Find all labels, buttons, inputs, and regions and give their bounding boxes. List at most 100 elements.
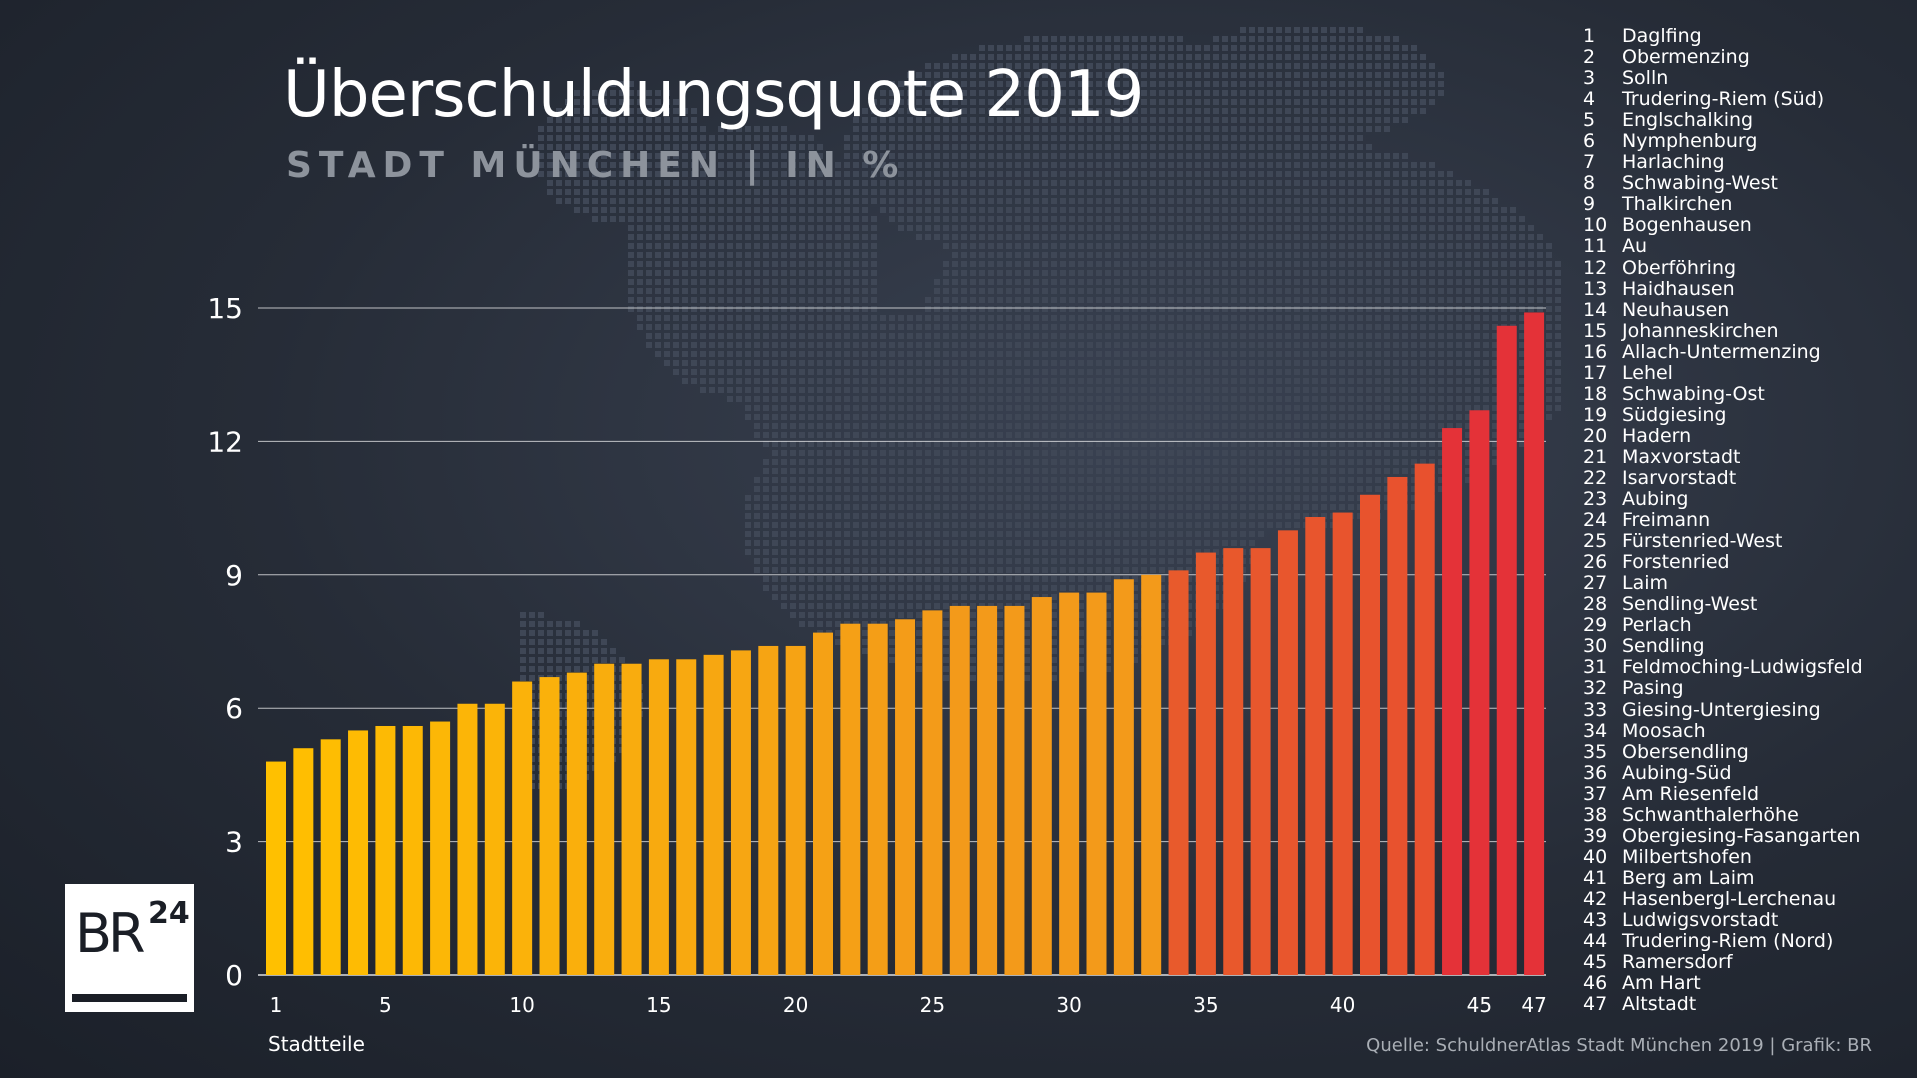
legend-label: Solln bbox=[1622, 67, 1669, 90]
legend-number: 13 bbox=[1583, 277, 1608, 300]
legend-number: 38 bbox=[1583, 803, 1608, 826]
legend-label: Ramersdorf bbox=[1622, 951, 1733, 974]
legend-number: 47 bbox=[1583, 993, 1608, 1016]
legend-label: Altstadt bbox=[1622, 993, 1697, 1016]
legend-number: 12 bbox=[1583, 256, 1608, 279]
legend-number: 40 bbox=[1583, 845, 1608, 868]
legend-label: Sendling-West bbox=[1622, 593, 1758, 616]
legend-item: 11 Au bbox=[1583, 236, 1863, 257]
legend-label: Aubing bbox=[1622, 488, 1689, 511]
legend-number: 18 bbox=[1583, 382, 1608, 405]
bar bbox=[430, 721, 451, 975]
logo-superscript: 24 bbox=[148, 896, 190, 931]
legend-label: Berg am Laim bbox=[1622, 866, 1755, 889]
legend-item: 5 Englschalking bbox=[1583, 110, 1863, 131]
legend-label: Südgiesing bbox=[1622, 403, 1727, 426]
legend-item: 28 Sendling-West bbox=[1583, 594, 1863, 615]
bar bbox=[457, 703, 478, 975]
legend-label: Freimann bbox=[1622, 509, 1711, 532]
legend-label: Harlaching bbox=[1622, 151, 1725, 174]
y-tick-label: 15 bbox=[207, 292, 243, 325]
legend-number: 25 bbox=[1583, 530, 1608, 553]
bar bbox=[1277, 530, 1298, 975]
legend-number: 24 bbox=[1583, 509, 1608, 532]
legend-number: 23 bbox=[1583, 488, 1608, 511]
legend-label: Ludwigsvorstadt bbox=[1622, 908, 1779, 931]
legend-label: Milbertshofen bbox=[1622, 845, 1752, 868]
legend-number: 19 bbox=[1583, 403, 1608, 426]
legend-number: 21 bbox=[1583, 445, 1608, 468]
legend-label: Trudering-Riem (Süd) bbox=[1622, 88, 1825, 111]
legend-label: Bogenhausen bbox=[1622, 214, 1752, 237]
bar bbox=[1031, 597, 1052, 975]
legend-number: 20 bbox=[1583, 424, 1608, 447]
legend-item: 36 Aubing-Süd bbox=[1583, 762, 1863, 784]
x-tick-label: 45 bbox=[1467, 993, 1492, 1017]
bar bbox=[320, 739, 341, 975]
legend-label: Lehel bbox=[1622, 361, 1673, 384]
legend-label: Au bbox=[1622, 235, 1648, 258]
legend-item: 19 Südgiesing bbox=[1583, 403, 1863, 426]
legend-number: 14 bbox=[1583, 298, 1608, 321]
legend-item: 1 Daglfing bbox=[1583, 25, 1863, 47]
legend-number: 43 bbox=[1583, 908, 1608, 931]
bar bbox=[1442, 428, 1463, 975]
bar bbox=[1469, 410, 1490, 976]
legend-label: Fürstenried-West bbox=[1622, 530, 1783, 553]
legend-item: 17 Lehel bbox=[1583, 361, 1863, 384]
logo-text: BR bbox=[75, 902, 146, 965]
bar bbox=[594, 663, 615, 975]
legend-label: Obermenzing bbox=[1622, 46, 1750, 69]
legend-number: 1 bbox=[1583, 25, 1596, 47]
legend-label: Johanneskirchen bbox=[1622, 319, 1779, 342]
legend-number: 27 bbox=[1583, 572, 1608, 595]
legend-label: Hasenbergl-Lerchenau bbox=[1622, 887, 1837, 910]
bar bbox=[1250, 548, 1271, 975]
bar bbox=[676, 659, 697, 975]
bar bbox=[484, 703, 505, 975]
bar bbox=[1113, 579, 1134, 975]
legend-item: 8 Schwabing-West bbox=[1583, 173, 1863, 194]
legend-item: 15 Johanneskirchen bbox=[1583, 319, 1863, 342]
legend-number: 4 bbox=[1583, 88, 1596, 111]
bar bbox=[1141, 574, 1162, 975]
bar bbox=[840, 623, 861, 975]
bar bbox=[1360, 494, 1380, 975]
legend-number: 5 bbox=[1583, 109, 1596, 132]
legend-item: 25 Fürstenried-West bbox=[1583, 531, 1863, 552]
chart-subtitle: STADT MÜNCHEN | IN % bbox=[286, 145, 906, 186]
legend-item: 6 Nymphenburg bbox=[1583, 131, 1863, 152]
legend-label: Sendling bbox=[1622, 635, 1705, 658]
bar bbox=[402, 725, 423, 975]
legend-item: 46 Am Hart bbox=[1583, 973, 1863, 994]
legend-label: Haidhausen bbox=[1622, 277, 1735, 300]
legend-number: 37 bbox=[1583, 782, 1608, 805]
bar bbox=[1332, 512, 1353, 975]
x-tick-label: 25 bbox=[920, 993, 945, 1017]
legend-number: 35 bbox=[1583, 740, 1608, 763]
legend-item: 24 Freimann bbox=[1583, 510, 1863, 531]
legend-label: Am Riesenfeld bbox=[1622, 782, 1760, 805]
legend-label: Perlach bbox=[1622, 614, 1692, 637]
x-tick-label: 15 bbox=[646, 993, 671, 1017]
legend-item: 13 Haidhausen bbox=[1583, 277, 1863, 300]
legend-label: Thalkirchen bbox=[1622, 193, 1733, 216]
legend-label: Hadern bbox=[1622, 424, 1692, 447]
bar bbox=[648, 659, 669, 975]
legend-item: 7 Harlaching bbox=[1583, 152, 1863, 173]
legend-number: 15 bbox=[1583, 319, 1608, 342]
x-tick-label: 40 bbox=[1330, 993, 1355, 1017]
legend-item: 2 Obermenzing bbox=[1583, 47, 1863, 68]
legend-label: Maxvorstadt bbox=[1622, 445, 1741, 468]
district-legend: 1 Daglfing 2 Obermenzing 3 Solln 4 Trudering-Ri… bbox=[1583, 25, 1863, 1016]
legend-label: Nymphenburg bbox=[1622, 130, 1758, 153]
chart-title: Überschuldungsquote 2019 bbox=[283, 58, 1144, 132]
legend-item: 4 Trudering-Riem (Süd) bbox=[1583, 89, 1863, 110]
legend-label: Neuhausen bbox=[1622, 298, 1730, 321]
bar bbox=[293, 748, 314, 975]
x-axis-title: Stadtteile bbox=[268, 1032, 365, 1056]
x-tick-label: 20 bbox=[783, 993, 808, 1017]
legend-item: 3 Solln bbox=[1583, 68, 1863, 89]
legend-number: 30 bbox=[1583, 635, 1608, 658]
legend-number: 45 bbox=[1583, 951, 1608, 974]
